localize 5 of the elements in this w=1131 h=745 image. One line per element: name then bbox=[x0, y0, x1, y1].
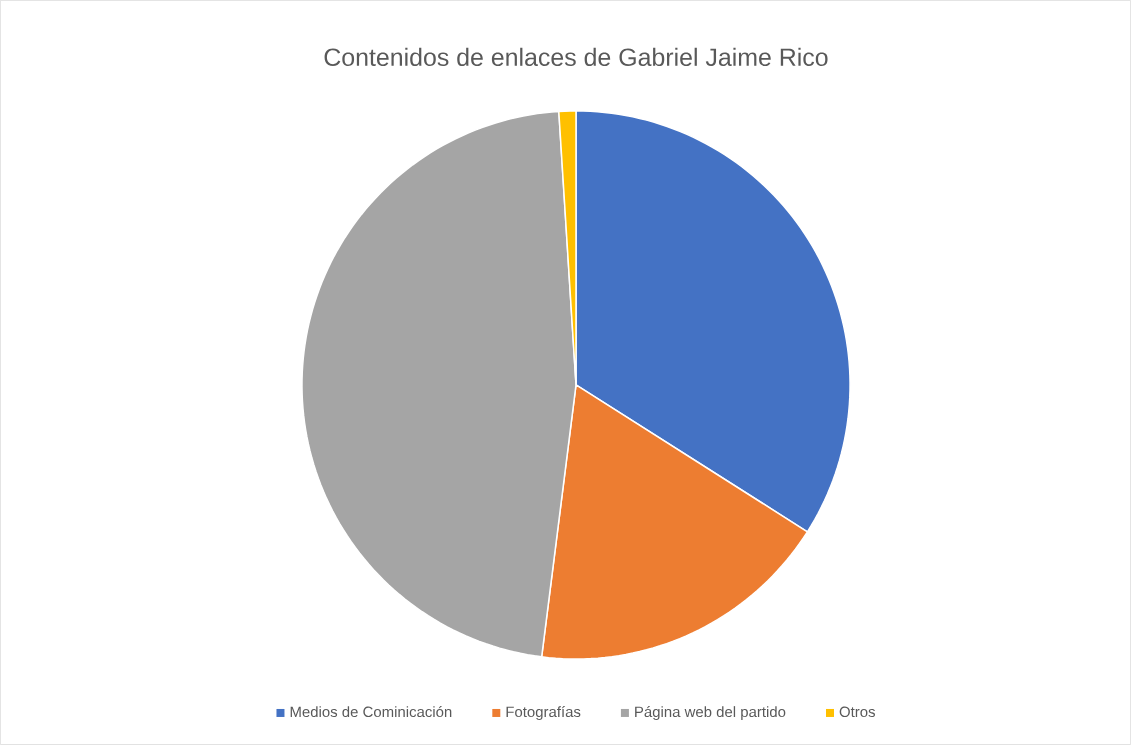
legend-label: Otros bbox=[839, 706, 875, 718]
chart-title: Contenidos de enlaces de Gabriel Jaime Rico bbox=[324, 47, 828, 67]
legend-label: Fotografías bbox=[506, 706, 581, 721]
legend-label: Página web del partido bbox=[635, 706, 786, 721]
legend-label: Medios de Cominicación bbox=[290, 706, 452, 718]
